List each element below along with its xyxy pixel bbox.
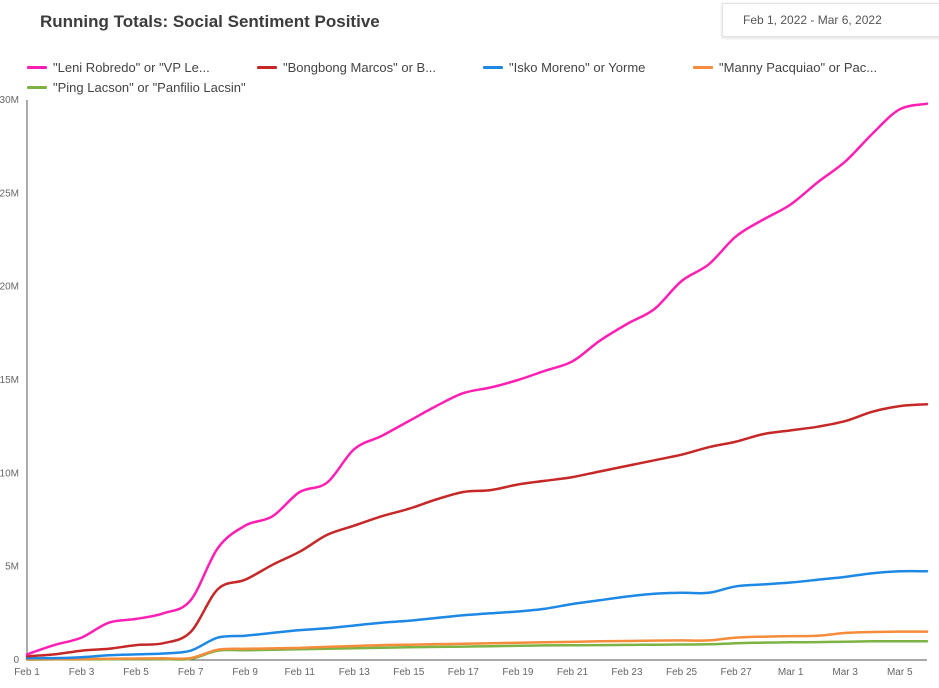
x-tick-label: Feb 25 (666, 667, 698, 678)
date-range-picker[interactable]: Feb 1, 2022 - Mar 6, 2022 (722, 3, 939, 37)
series-line-2[interactable] (25, 403, 929, 658)
legend-label: "Manny Pacquiao" or Pac... (719, 60, 878, 75)
legend-swatch (693, 66, 713, 69)
x-tick-label: Feb 15 (393, 667, 425, 678)
chart-title: Running Totals: Social Sentiment Positiv… (40, 12, 380, 31)
x-tick-label: Feb 3 (69, 667, 95, 678)
x-tick-label: Mar 5 (887, 667, 913, 678)
x-tick-label: Mar 3 (832, 667, 858, 678)
series-line-4[interactable] (25, 630, 929, 661)
legend-label: "Ping Lacson" or "Panfilio Lacsin" (53, 80, 246, 95)
series-line-3[interactable] (25, 569, 929, 660)
x-tick-label: Feb 27 (721, 667, 753, 678)
legend-swatch (27, 86, 47, 89)
x-tick-label: Feb 1 (14, 667, 40, 678)
legend-item[interactable]: "Isko Moreno" or Yorme (483, 60, 645, 75)
x-tick-label: Feb 21 (557, 667, 589, 678)
x-tick-label: Feb 19 (502, 667, 534, 678)
y-tick-label: 30M (0, 95, 19, 106)
legend-item[interactable]: "Leni Robredo" or "VP Le... (27, 60, 210, 75)
chart-legend: "Leni Robredo" or "VP Le... "Bongbong Mar… (0, 60, 939, 100)
x-tick-label: Feb 13 (339, 667, 371, 678)
legend-item[interactable]: "Bongbong Marcos" or B... (257, 60, 436, 75)
x-tick-label: Feb 23 (611, 667, 643, 678)
x-tick-label: Mar 1 (778, 667, 804, 678)
y-tick-label: 20M (0, 282, 19, 293)
y-tick-label: 15M (0, 375, 19, 386)
legend-swatch (27, 66, 47, 69)
x-tick-label: Feb 9 (232, 667, 258, 678)
legend-item[interactable]: "Manny Pacquiao" or Pac... (693, 60, 877, 75)
legend-swatch (257, 66, 277, 69)
series-line-1[interactable] (25, 102, 929, 656)
y-tick-label: 25M (0, 188, 19, 199)
legend-label: "Isko Moreno" or Yorme (509, 60, 646, 75)
legend-label: "Bongbong Marcos" or B... (283, 60, 437, 75)
legend-item[interactable]: "Ping Lacson" or "Panfilio Lacsin" (27, 80, 246, 95)
y-tick-label: 5M (5, 562, 19, 573)
y-tick-label: 0 (13, 655, 19, 666)
x-tick-label: Feb 7 (178, 667, 204, 678)
legend-swatch (483, 66, 503, 69)
legend-label: "Leni Robredo" or "VP Le... (53, 60, 210, 75)
y-tick-label: 10M (0, 468, 19, 479)
x-tick-label: Feb 5 (123, 667, 149, 678)
x-tick-label: Feb 17 (448, 667, 480, 678)
x-tick-label: Feb 11 (285, 667, 316, 678)
